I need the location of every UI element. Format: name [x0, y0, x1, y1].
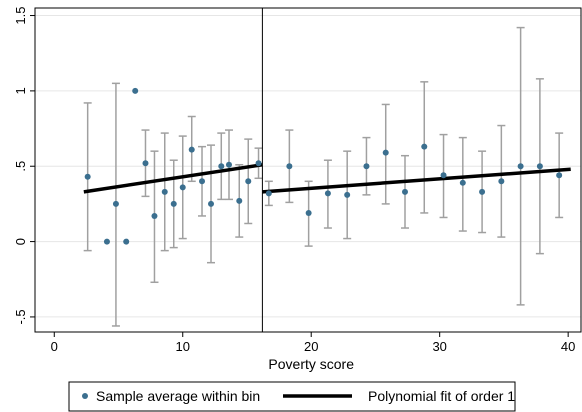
data-point: [84, 173, 91, 180]
fit-line-segment: [83, 162, 263, 194]
x-tick-label: 30: [432, 339, 446, 354]
legend-dot-marker: [82, 393, 88, 399]
data-point: [324, 190, 331, 197]
fit-line-segment: [262, 167, 571, 194]
x-tick-label: 40: [561, 339, 575, 354]
data-point: [142, 160, 149, 167]
data-point: [344, 191, 351, 198]
y-tick-label: 1.5: [13, 6, 28, 24]
data-point: [132, 87, 139, 94]
data-point: [363, 163, 370, 170]
data-point: [459, 179, 466, 186]
legend-label-fit: Polynomial fit of order 1: [368, 388, 515, 404]
data-point: [103, 238, 110, 245]
y-tick-label: -.5: [13, 309, 28, 324]
data-point: [382, 149, 389, 156]
y-tick-label: 1: [13, 87, 28, 94]
data-point: [199, 178, 206, 185]
data-point: [440, 172, 447, 179]
data-point: [401, 188, 408, 195]
data-point: [255, 160, 262, 167]
x-axis-title: Poverty score: [268, 356, 354, 372]
data-point: [536, 163, 543, 170]
y-axis: -.5 0 .5 1 1.5: [13, 6, 35, 325]
data-point: [161, 188, 168, 195]
data-point: [517, 163, 524, 170]
y-tick-label: .5: [13, 161, 28, 172]
data-point: [112, 200, 119, 207]
legend: Sample average within bin Polynomial fit…: [68, 381, 516, 412]
bin-points: [84, 87, 563, 245]
legend-label-scatter: Sample average within bin: [96, 388, 260, 404]
data-point: [556, 172, 563, 179]
data-point: [245, 178, 252, 185]
data-point: [151, 212, 158, 219]
data-point: [123, 238, 130, 245]
data-point: [179, 184, 186, 191]
y-tick-label: 0: [13, 238, 28, 245]
x-tick-label: 0: [51, 339, 58, 354]
x-tick-label: 10: [176, 339, 190, 354]
x-axis: 0 10 20 30 40: [51, 332, 575, 354]
plot-frame: [34, 7, 582, 333]
data-point: [498, 178, 505, 185]
data-point: [421, 143, 428, 150]
grid-lines: [35, 15, 581, 318]
data-point: [225, 161, 232, 168]
data-point: [208, 200, 215, 207]
fit-lines: [83, 162, 571, 194]
data-point: [479, 188, 486, 195]
data-point: [305, 209, 312, 216]
data-point: [188, 146, 195, 153]
data-point: [236, 197, 243, 204]
data-point: [286, 163, 293, 170]
x-tick-label: 20: [304, 339, 318, 354]
data-point: [170, 200, 177, 207]
data-point: [218, 163, 225, 170]
data-point: [265, 190, 272, 197]
